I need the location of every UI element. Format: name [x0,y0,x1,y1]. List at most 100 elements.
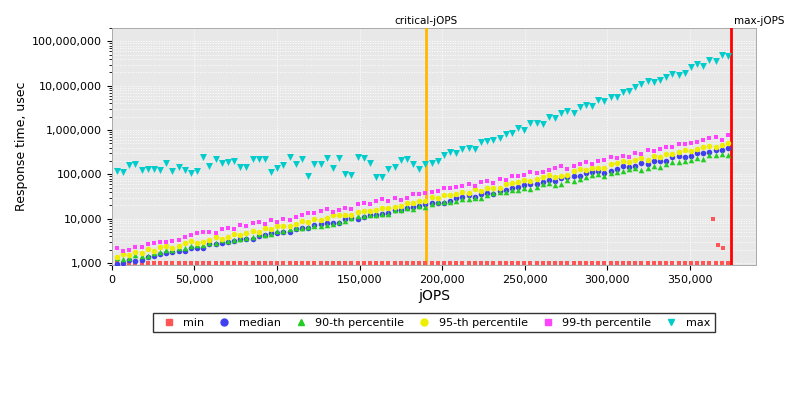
Point [487,190,500,196]
Point [253,260,266,266]
Point [351,213,364,220]
Point [142,260,154,266]
Point [678,158,691,164]
Point [506,260,518,266]
Point [426,193,438,200]
Point [345,215,358,221]
Point [438,185,450,191]
Point [617,158,630,164]
Point [290,221,302,228]
Point [450,260,462,266]
Point [561,166,574,172]
Point [542,260,555,266]
Point [117,251,130,258]
Point [469,145,482,152]
Point [370,174,382,180]
Point [197,245,210,252]
Point [413,260,426,266]
Point [506,185,518,191]
Point [715,142,728,148]
Point [394,207,407,213]
Point [320,222,333,228]
Point [549,174,562,180]
Point [586,260,598,266]
Point [474,179,487,185]
Point [635,154,648,161]
Point [110,260,123,266]
Point [654,164,666,170]
Point [271,223,284,230]
Point [339,170,352,177]
Point [629,150,642,156]
Point [431,195,444,201]
Point [401,200,414,207]
Point [283,228,296,235]
Point [660,160,673,167]
Point [222,159,234,165]
Point [246,260,259,266]
Point [481,192,494,198]
Point [302,224,314,231]
Point [481,138,494,145]
Point [666,260,678,266]
Point [450,191,462,197]
Point [185,260,198,267]
Point [654,146,666,152]
Point [401,156,414,162]
Point [339,218,352,224]
Point [672,260,685,266]
Point [512,124,525,131]
Point [709,144,722,150]
Point [431,158,444,164]
Point [610,166,623,172]
Point [524,186,537,192]
Point [363,212,376,218]
Point [419,260,432,266]
Point [567,178,580,184]
Point [122,246,135,253]
Point [253,231,266,237]
Point [518,260,530,266]
Point [685,153,698,160]
Point [499,187,512,193]
Point [574,104,586,110]
Point [351,201,364,208]
Point [290,260,302,266]
Point [567,173,580,179]
Point [406,260,419,266]
Point [178,245,191,251]
Point [222,238,234,245]
Point [666,159,678,166]
Point [394,157,407,163]
Point [388,206,401,213]
Point [574,161,586,167]
Point [604,154,617,160]
Point [388,194,401,201]
Text: max-jOPS: max-jOPS [734,16,784,26]
Point [172,164,185,170]
Point [635,260,648,266]
Point [610,169,623,175]
Point [493,188,506,194]
Point [598,164,611,171]
Point [672,149,685,156]
Point [586,165,598,172]
Point [129,260,142,266]
Point [462,192,475,198]
Point [228,231,241,238]
Point [555,172,568,179]
Point [234,236,246,242]
Point [706,216,719,222]
Point [209,230,222,236]
Point [431,188,444,194]
Point [370,198,382,204]
Point [339,205,352,212]
Point [358,214,370,220]
Point [549,181,562,188]
Point [456,189,469,195]
Point [642,260,654,266]
Point [629,260,642,266]
Point [320,260,333,266]
Point [709,58,722,64]
Point [697,156,710,162]
